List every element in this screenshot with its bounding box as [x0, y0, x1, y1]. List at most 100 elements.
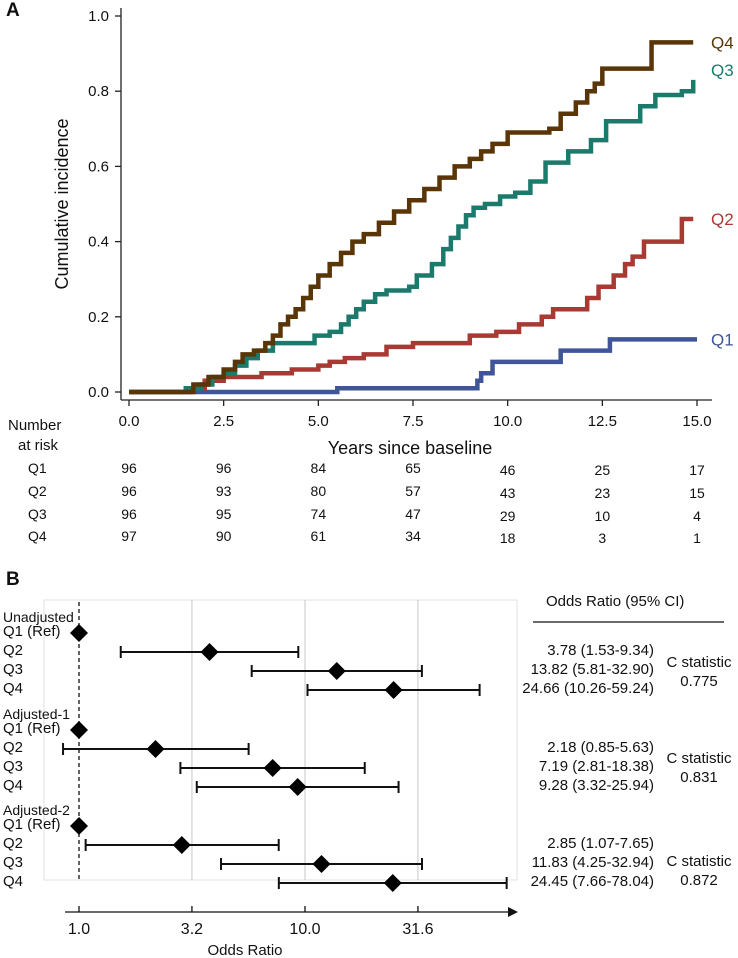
risk-cell: 97 [121, 528, 137, 544]
row-label: Q4 [3, 873, 24, 890]
risk-cell: 10 [594, 508, 611, 524]
risk-cell: 80 [310, 483, 327, 499]
risk-cell: 29 [499, 508, 516, 524]
or-value-text: 11.83 (4.25-32.94) [531, 854, 654, 871]
or-value-text: 3.78 (1.53-9.34) [547, 642, 654, 659]
or-value-text: 24.45 (7.66-78.04) [530, 873, 654, 890]
or-point [146, 740, 165, 758]
or-point [384, 681, 403, 699]
row-label: Q1 (Ref) [3, 623, 61, 640]
risk-cell: 1 [693, 530, 701, 546]
y-tick-label: 0.8 [88, 83, 109, 100]
risk-cell: 96 [215, 460, 232, 476]
row-label: Q4 [3, 777, 24, 794]
curve-q1 [129, 337, 697, 395]
risk-row-label: Q2 [28, 483, 47, 499]
or-value-text: 2.85 (1.07-7.65) [547, 835, 654, 852]
risk-cell: 65 [405, 460, 421, 476]
curve-q2 [129, 216, 694, 395]
group-title: Adjusted-2 [3, 802, 70, 818]
x-tick-label: 7.5 [403, 413, 424, 430]
row-label: Q3 [3, 758, 24, 775]
forest-x-tick-label: 10.0 [289, 921, 320, 938]
risk-cell: 15 [689, 485, 705, 501]
forest-x-tick-label: 1.0 [68, 921, 90, 938]
group-title: Adjusted-1 [3, 706, 70, 722]
risk-row-label: Q3 [28, 506, 47, 522]
x-axis-arrow [508, 907, 518, 917]
risk-cell: 57 [405, 483, 421, 499]
risk-cell: 46 [499, 462, 516, 478]
risk-table-title-line1: Number [8, 417, 62, 434]
c-statistic-value: 0.831 [680, 769, 718, 786]
curve-q4 [129, 40, 694, 395]
risk-row-label: Q1 [28, 460, 47, 476]
or-point [70, 624, 88, 642]
risk-cell: 96 [121, 483, 137, 499]
or-point [327, 662, 346, 680]
y-tick-label: 0.4 [88, 234, 109, 251]
y-axis-label: Cumulative incidence [52, 118, 72, 289]
risk-row-label: Q4 [28, 528, 47, 544]
or-point [70, 817, 88, 835]
risk-cell: 93 [215, 483, 232, 499]
forest-frame [43, 599, 518, 881]
risk-cell: 47 [405, 506, 421, 522]
x-axis-label: Years since baseline [328, 438, 492, 458]
risk-cell: 90 [215, 528, 232, 544]
row-label: Q2 [3, 642, 24, 659]
or-point [288, 778, 307, 796]
forest-x-tick-label: 3.2 [181, 921, 203, 938]
x-tick-label: 10.0 [493, 413, 522, 430]
curve-q3 [129, 79, 696, 395]
y-tick-label: 0.2 [88, 309, 109, 326]
series-label-q3: Q3 [711, 61, 734, 80]
panel-b-label: B [6, 569, 20, 590]
or-value-text: 13.82 (5.81-32.90) [530, 661, 654, 678]
row-label: Q1 (Ref) [3, 720, 61, 737]
x-tick-label: 12.5 [588, 413, 617, 430]
y-tick-label: 0.0 [88, 384, 109, 401]
risk-cell: 84 [310, 460, 327, 476]
risk-cell: 61 [310, 528, 327, 544]
or-point [200, 643, 219, 661]
c-statistic-value: 0.872 [680, 872, 718, 889]
risk-cell: 43 [499, 485, 516, 501]
or-value-text: 7.19 (2.81-18.38) [538, 758, 654, 775]
forest-x-axis-label: Odds Ratio [207, 942, 282, 958]
row-label: Q2 [3, 835, 24, 852]
risk-cell: 17 [689, 462, 705, 478]
row-label: Q3 [3, 854, 24, 871]
c-statistic-label: C statistic [666, 853, 732, 870]
row-label: Q2 [3, 739, 24, 756]
panel-a-label: A [6, 0, 20, 21]
row-label: Q1 (Ref) [3, 816, 61, 833]
risk-cell: 23 [594, 485, 611, 501]
cumulative-incidence-chart: 0.0 0.2 0.4 0.6 0.8 1.0 0.0 2.5 5.0 7.5 10.0 12.5 15… [52, 8, 734, 458]
x-tick-label: 5.0 [308, 413, 329, 430]
or-header: Odds Ratio (95% CI) [546, 593, 684, 610]
group-title: Unadjusted [3, 609, 74, 625]
y-tick-label: 0.6 [88, 158, 109, 175]
c-statistic-label: C statistic [666, 654, 732, 671]
series-label-q1: Q1 [711, 330, 734, 349]
risk-cell: 74 [310, 506, 327, 522]
x-tick-label: 0.0 [119, 413, 140, 430]
or-value-text: 9.28 (3.32-25.94) [538, 777, 654, 794]
or-value-text: 2.18 (0.85-5.63) [547, 739, 654, 756]
series-label-q2: Q2 [711, 210, 734, 229]
c-statistic-value: 0.775 [680, 673, 718, 690]
x-tick-label: 15.0 [682, 413, 711, 430]
risk-cell: 4 [693, 508, 701, 524]
or-value-text: 24.66 (10.26-59.24) [522, 680, 654, 697]
risk-cell: 96 [121, 460, 137, 476]
risk-cell: 96 [121, 506, 137, 522]
risk-cell: 25 [594, 462, 611, 478]
or-point [172, 836, 191, 854]
or-point [70, 721, 88, 739]
or-point [383, 874, 402, 892]
row-label: Q4 [3, 680, 24, 697]
or-point [312, 855, 331, 873]
risk-cell: 34 [405, 528, 421, 544]
